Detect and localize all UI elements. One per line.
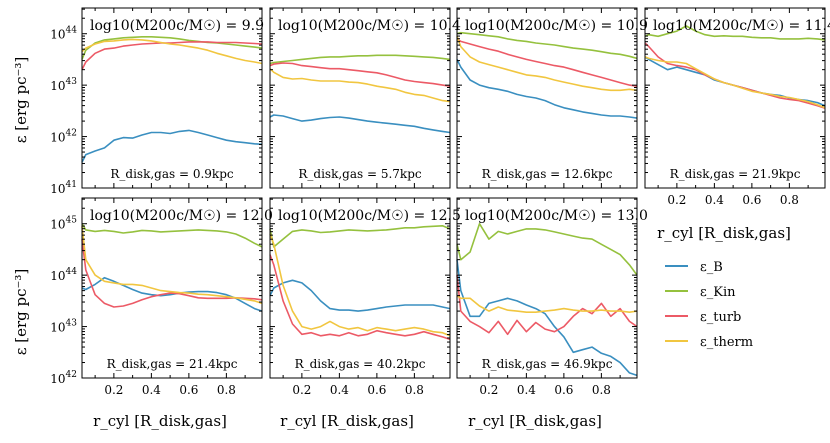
panel-annotation: R_disk,gas = 40.2kpc [295, 357, 426, 371]
panel-title: log10(M200c/M☉) = 9.9 [90, 18, 264, 34]
series-line-turb [269, 62, 451, 87]
series-line-turb [269, 254, 451, 341]
legend-label-kin: ε_Kin [700, 285, 736, 300]
series-line-therm [269, 68, 451, 103]
series-line-kin [269, 54, 451, 65]
y-axis-label-bottom: ε [erg pc⁻³] [12, 269, 30, 356]
series-line-therm [269, 233, 451, 337]
series-line-therm [456, 295, 638, 314]
series-line-kin [269, 225, 451, 248]
panels: 1041 1042 1043 1044 log10(M200c/M☉) = 9.9 R_d… [50, 7, 830, 397]
legend: ε_B ε_Kin ε_turb ε_therm [665, 260, 753, 350]
y-tick-exponent: 44 [66, 267, 78, 277]
panel-1: 1041 1042 1043 1044 log10(M200c/M☉) = 9.9 R_d… [50, 7, 264, 196]
panel-title: log10(M200c/M☉) = 10.9 [465, 18, 648, 34]
legend-label-therm: ε_therm [700, 335, 753, 350]
y-axis-label-top: ε [erg pc⁻³] [12, 57, 30, 144]
y-tick-label: 1042 [50, 370, 77, 386]
panel-5: 1042 1043 1044 1045 0.2 0.4 0.6 0.8 log10(M200c/… [50, 197, 273, 397]
y-tick-label: 1044 [50, 26, 77, 42]
panel-frame [456, 7, 638, 189]
series-line-turb [81, 239, 263, 308]
x-tick-label: 0.4 [517, 383, 536, 397]
panel-frame [456, 197, 638, 379]
panel-annotation: R_disk,gas = 0.9kpc [110, 167, 234, 181]
panel-2: log10(M200c/M☉) = 10.4 R_disk,gas = 5.7kp… [269, 7, 461, 189]
series-line-kin [644, 25, 826, 41]
panel-annotation: R_disk,gas = 46.9kpc [482, 357, 613, 371]
x-axis-label-panel-4: r_cyl [R_disk,gas] [657, 224, 791, 242]
series-line-turb [456, 38, 638, 87]
x-tick-label: 0.6 [742, 193, 761, 207]
panel-frame [269, 7, 451, 189]
panel-7: 0.2 0.4 0.6 0.8 log10(M200c/M☉) = 13.0 R_disk… [456, 197, 648, 397]
x-tick-label: 0.4 [330, 383, 349, 397]
y-tick-label: 1041 [50, 180, 77, 196]
x-tick-label: 0.8 [405, 383, 424, 397]
y-tick-exponent: 43 [66, 319, 78, 329]
x-tick-label: 0.2 [292, 383, 311, 397]
panel-annotation: R_disk,gas = 21.4kpc [107, 357, 238, 371]
y-tick-exponent: 42 [66, 129, 77, 139]
series-line-turb [644, 42, 826, 110]
x-tick-label: 0.4 [705, 193, 724, 207]
x-axis-label-panel-5: r_cyl [R_disk,gas] [93, 412, 227, 430]
x-tick-label: 0.2 [479, 383, 498, 397]
panel-annotation: R_disk,gas = 5.7kpc [298, 167, 422, 181]
x-tick-label: 0.8 [780, 193, 799, 207]
x-tick-label: 0.4 [142, 383, 161, 397]
series-line-kin [81, 223, 263, 248]
series-line-b [456, 259, 638, 377]
y-tick-label: 1042 [50, 129, 77, 145]
x-tick-label: 0.6 [179, 383, 198, 397]
x-tick-label: 0.2 [104, 383, 123, 397]
series-line-therm [456, 36, 638, 92]
series-line-therm [644, 56, 826, 109]
x-tick-label: 0.6 [554, 383, 573, 397]
x-axis-label-panel-6: r_cyl [R_disk,gas] [280, 412, 414, 430]
series-line-turb [456, 275, 638, 336]
y-tick-exponent: 44 [66, 26, 78, 36]
panel-4: 0.2 0.4 0.6 0.8 log10(M200c/M☉) = 11.4 R_disk… [644, 7, 830, 207]
y-tick-exponent: 41 [66, 180, 77, 190]
panel-title: log10(M200c/M☉) = 10.4 [278, 18, 461, 34]
panel-title: log10(M200c/M☉) = 13.0 [465, 208, 648, 224]
y-tick-exponent: 45 [66, 216, 78, 226]
series-line-therm [81, 226, 263, 305]
legend-label-turb: ε_turb [700, 310, 741, 325]
series-line-b [269, 114, 451, 134]
x-tick-label: 0.2 [667, 193, 686, 207]
series-line-therm [81, 38, 263, 65]
panel-frame [269, 197, 451, 379]
series-line-b [456, 59, 638, 119]
legend-label-b: ε_B [700, 260, 723, 275]
panel-title: log10(M200c/M☉) = 12.0 [90, 208, 273, 224]
y-tick-exponent: 42 [66, 370, 77, 380]
series-line-kin [456, 222, 638, 276]
x-tick-label: 0.6 [367, 383, 386, 397]
panel-frame [644, 7, 826, 189]
series-line-b [269, 279, 451, 312]
series-line-turb [81, 41, 263, 71]
panel-annotation: R_disk,gas = 12.6kpc [482, 167, 613, 181]
y-tick-label: 1045 [50, 216, 77, 232]
panel-frame [81, 197, 263, 379]
x-tick-label: 0.8 [217, 383, 236, 397]
y-tick-label: 1044 [50, 267, 77, 283]
panel-title: log10(M200c/M☉) = 11.4 [653, 18, 830, 34]
y-tick-label: 1043 [50, 319, 77, 335]
y-tick-label: 1043 [50, 77, 77, 93]
series-line-b [81, 129, 263, 163]
panel-title: log10(M200c/M☉) = 12.5 [278, 208, 461, 224]
panel-annotation: R_disk,gas = 21.9kpc [670, 167, 801, 181]
panel-6: 0.2 0.4 0.6 0.8 log10(M200c/M☉) = 12.5 R_disk… [269, 197, 461, 397]
panel-3: log10(M200c/M☉) = 10.9 R_disk,gas = 12.6k… [456, 7, 648, 189]
series-line-kin [81, 35, 263, 60]
x-axis-label-panel-7: r_cyl [R_disk,gas] [468, 412, 602, 430]
series-line-kin [456, 31, 638, 60]
y-tick-exponent: 43 [66, 77, 78, 87]
x-tick-label: 0.8 [592, 383, 611, 397]
panel-frame [81, 7, 263, 189]
